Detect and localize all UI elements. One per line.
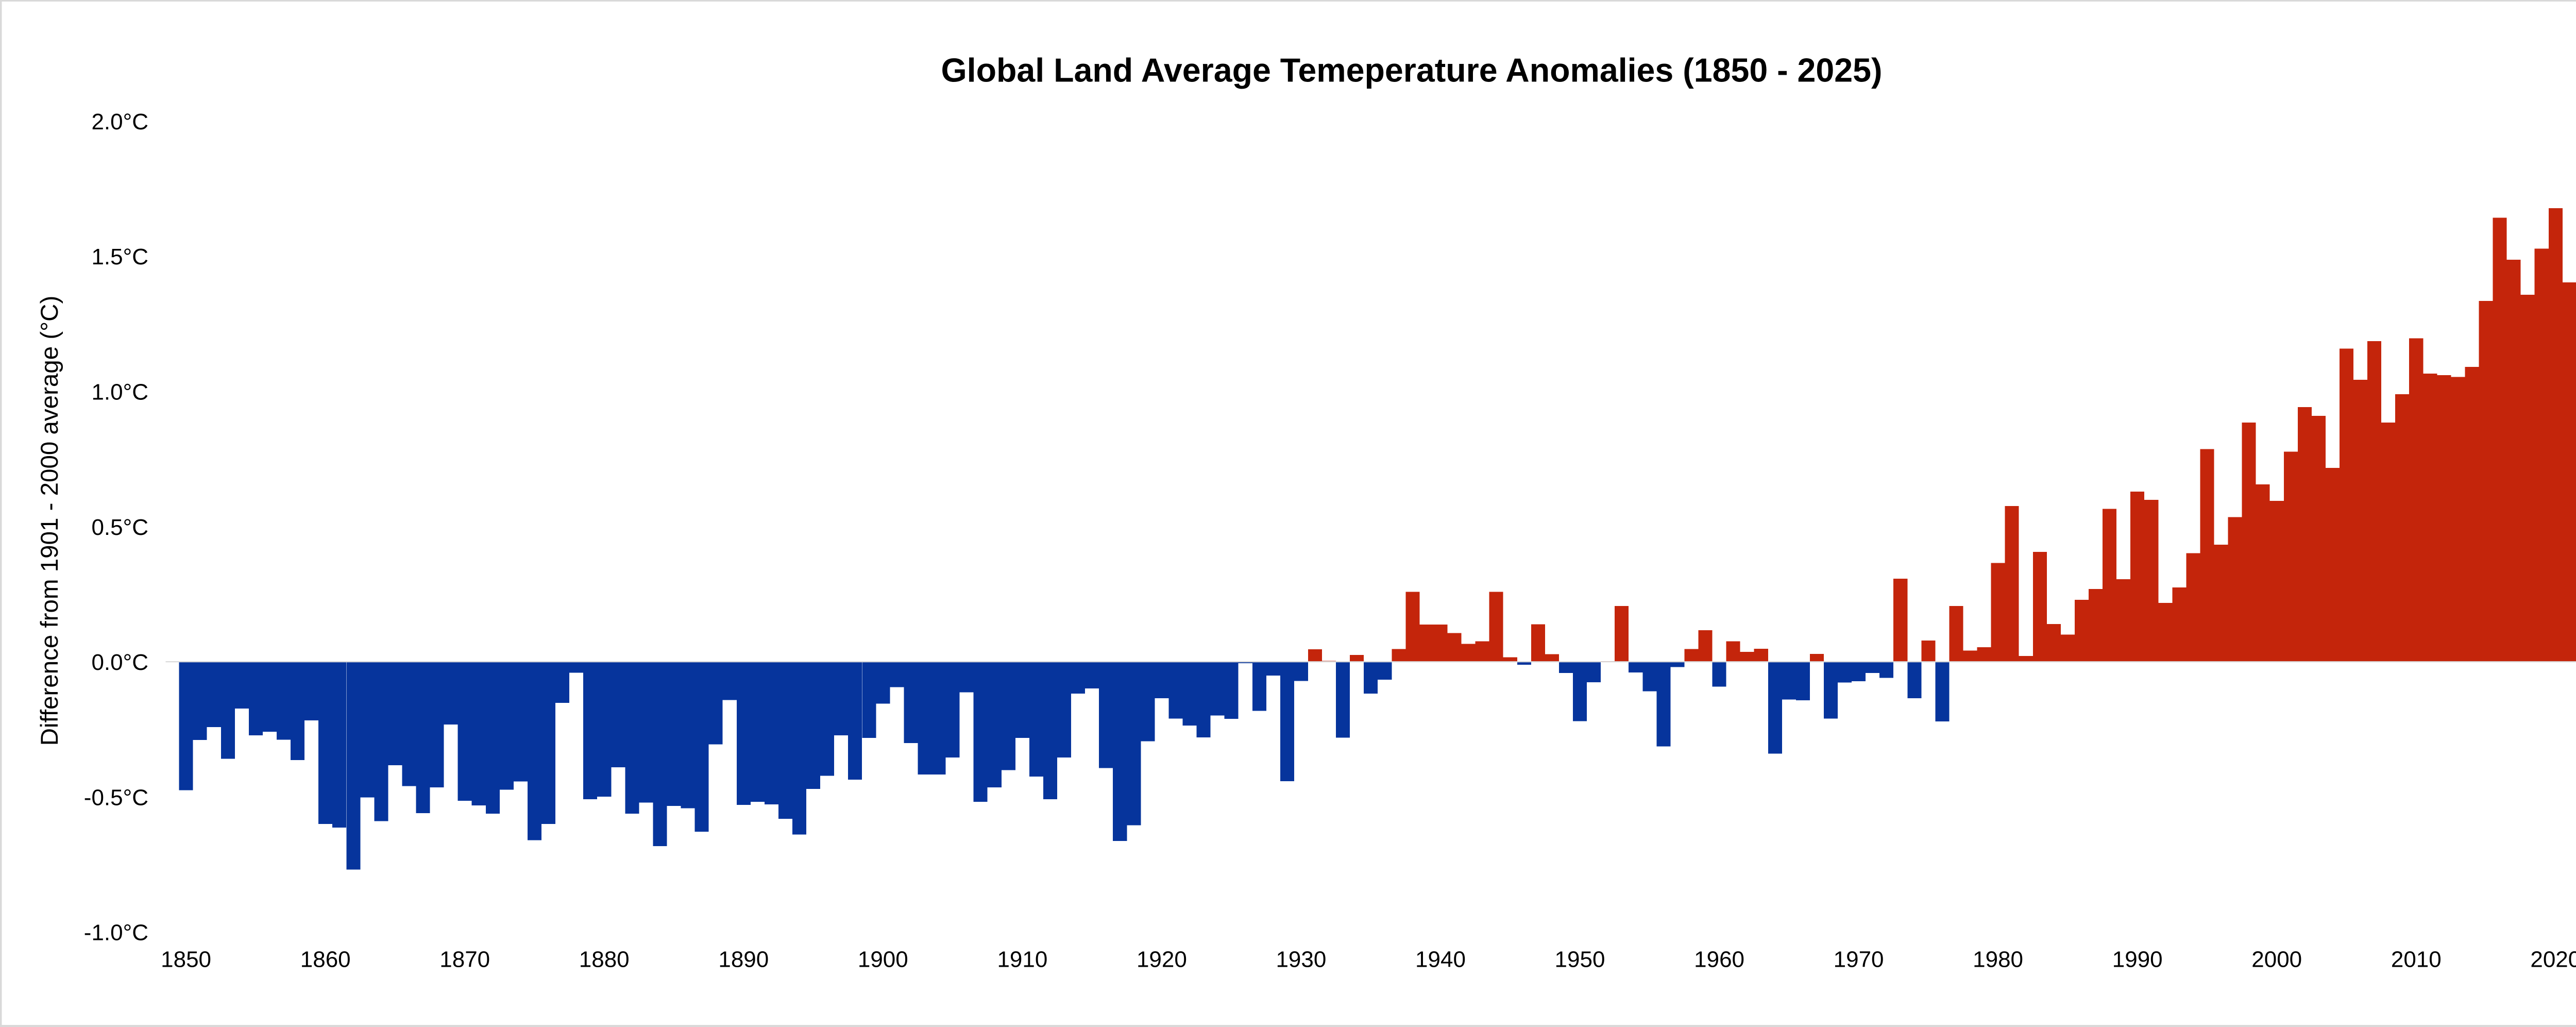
- svg-text:1990: 1990: [2112, 947, 2163, 972]
- svg-text:0.5°C: 0.5°C: [91, 515, 148, 540]
- svg-text:1960: 1960: [1694, 947, 1744, 972]
- svg-text:1860: 1860: [300, 947, 351, 972]
- svg-text:2020: 2020: [2530, 947, 2576, 972]
- svg-text:1890: 1890: [718, 947, 769, 972]
- svg-text:1.5°C: 1.5°C: [91, 244, 148, 270]
- svg-text:1850: 1850: [161, 947, 211, 972]
- svg-text:1900: 1900: [858, 947, 908, 972]
- svg-text:2000: 2000: [2251, 947, 2302, 972]
- svg-text:Global Land Average Temeperatu: Global Land Average Temeperature Anomali…: [941, 52, 1883, 89]
- svg-text:1920: 1920: [1137, 947, 1187, 972]
- svg-text:1940: 1940: [1415, 947, 1466, 972]
- svg-text:-0.5°C: -0.5°C: [84, 785, 148, 810]
- svg-text:1980: 1980: [1973, 947, 2023, 972]
- svg-text:1950: 1950: [1555, 947, 1605, 972]
- svg-text:2010: 2010: [2391, 947, 2442, 972]
- svg-text:1930: 1930: [1276, 947, 1326, 972]
- svg-text:1870: 1870: [439, 947, 490, 972]
- svg-text:0.0°C: 0.0°C: [91, 650, 148, 675]
- svg-text:1910: 1910: [997, 947, 1047, 972]
- svg-text:Difference from 1901 - 2000 av: Difference from 1901 - 2000 average (°C): [36, 296, 63, 746]
- svg-text:-1.0°C: -1.0°C: [84, 920, 148, 946]
- svg-text:1970: 1970: [1834, 947, 1884, 972]
- svg-text:1.0°C: 1.0°C: [91, 380, 148, 405]
- svg-text:2.0°C: 2.0°C: [91, 109, 148, 134]
- svg-text:1880: 1880: [579, 947, 630, 972]
